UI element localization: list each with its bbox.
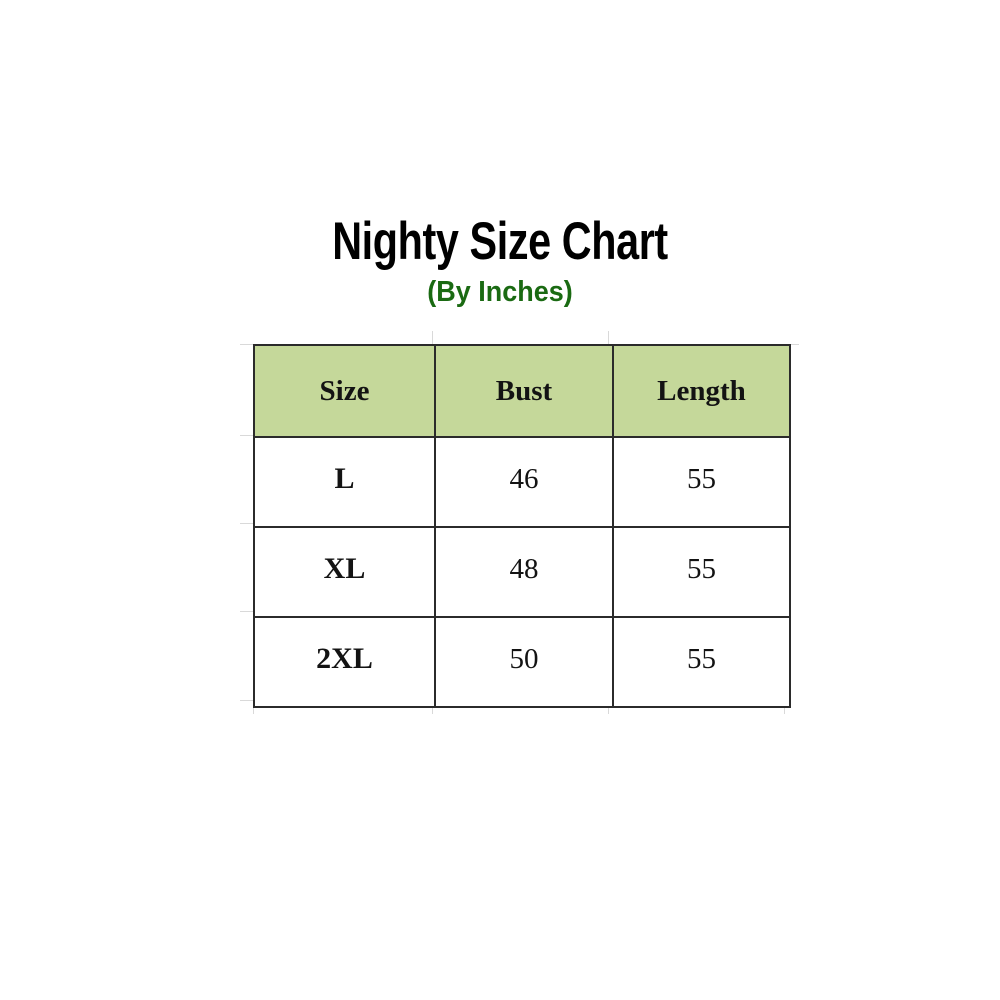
cell-size: L	[253, 436, 436, 528]
gridline-stub-col-2	[608, 701, 609, 714]
gridline-stub-col-1	[432, 701, 433, 714]
gridline-stub-top-right	[785, 344, 799, 345]
gridline-stub-mid-left-1	[240, 435, 254, 436]
cell-bust-value: 48	[509, 552, 539, 585]
table-header-row: Size Bust Length	[253, 344, 791, 438]
table-row: 2XL 50 55	[253, 616, 791, 708]
cell-bust-value: 50	[509, 642, 539, 675]
gridline-stub-col-2-top	[608, 331, 609, 344]
column-header-length: Length	[612, 344, 791, 438]
cell-size: 2XL	[253, 616, 436, 708]
cell-size-value: 2XL	[316, 642, 373, 675]
column-header-size: Size	[253, 344, 436, 438]
cell-bust-value: 46	[509, 462, 539, 495]
gridline-stub-mid-left-3	[240, 611, 254, 612]
page-subtitle-units: (By Inches)	[427, 276, 573, 308]
size-chart-table-container: Size Bust Length L 46 55 XL 48 55 2XL 50…	[253, 344, 791, 708]
cell-bust: 50	[434, 616, 614, 708]
cell-size-value: L	[334, 462, 355, 495]
table-row: L 46 55	[253, 436, 791, 528]
gridline-stub-col-right	[784, 701, 785, 714]
cell-length-value: 55	[687, 642, 716, 675]
size-chart-table: Size Bust Length L 46 55 XL 48 55 2XL 50…	[253, 344, 791, 708]
cell-size: XL	[253, 526, 436, 618]
gridline-stub-bottom-left	[240, 700, 254, 701]
cell-length-value: 55	[687, 552, 716, 585]
page-title: Nighty Size Chart	[332, 212, 668, 271]
gridline-stub-mid-left-2	[240, 523, 254, 524]
cell-length: 55	[612, 436, 791, 528]
cell-size-value: XL	[323, 552, 366, 585]
cell-bust: 48	[434, 526, 614, 618]
gridline-stub-col-1-top	[432, 331, 433, 344]
cell-length: 55	[612, 616, 791, 708]
gridline-stub-col-left	[253, 701, 254, 714]
table-row: XL 48 55	[253, 526, 791, 618]
gridline-stub-top-left	[240, 344, 254, 345]
cell-bust: 46	[434, 436, 614, 528]
column-header-bust: Bust	[434, 344, 614, 438]
cell-length-value: 55	[687, 462, 716, 495]
title-block: Nighty Size Chart (By Inches)	[0, 212, 1000, 309]
cell-length: 55	[612, 526, 791, 618]
